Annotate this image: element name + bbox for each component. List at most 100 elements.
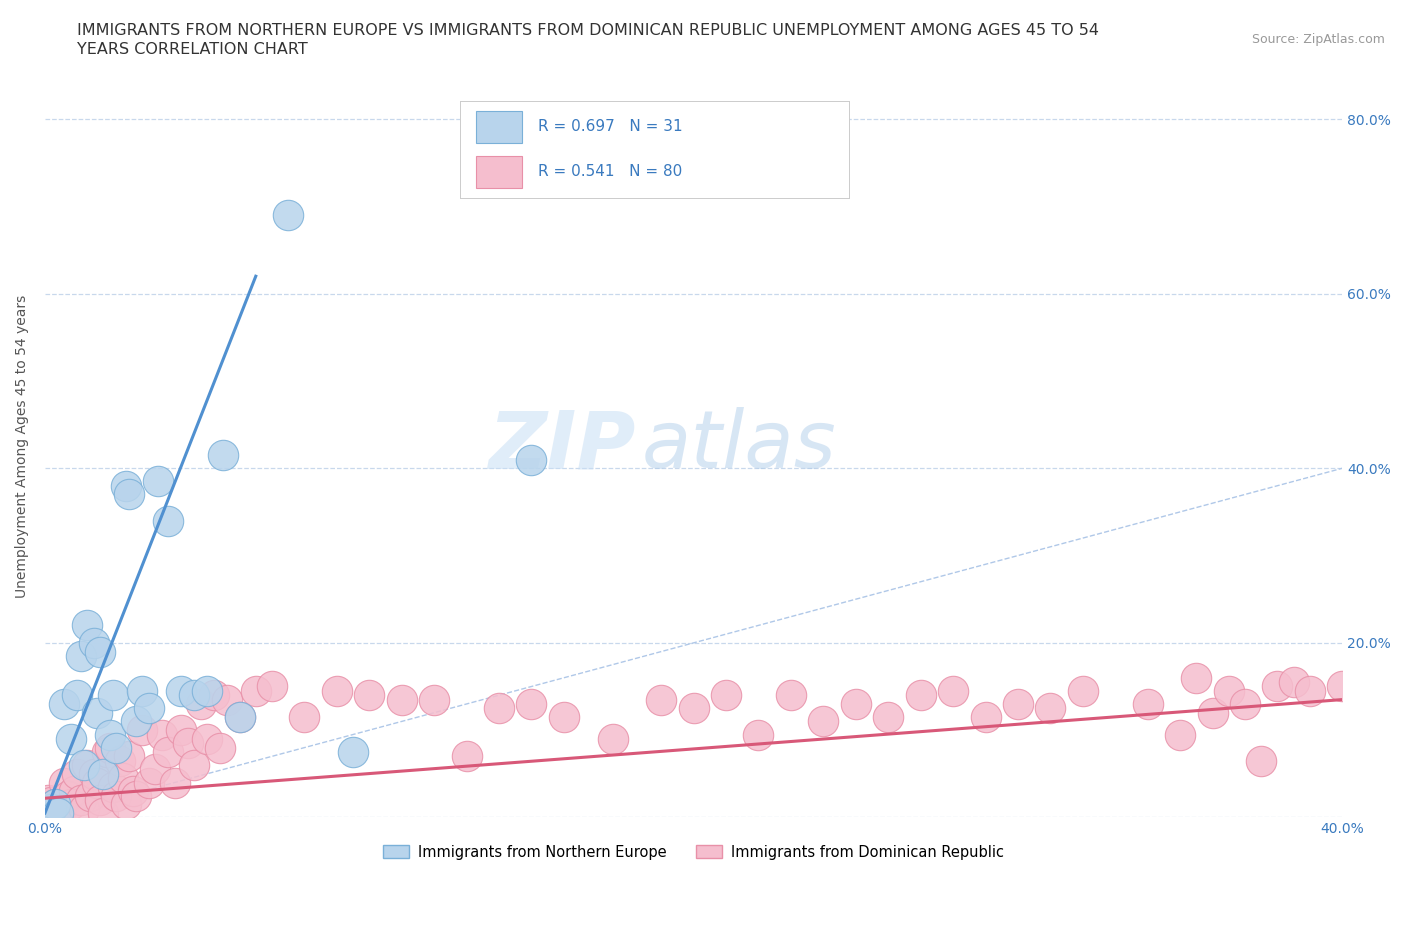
Point xyxy=(163,775,186,790)
Point xyxy=(131,723,153,737)
Point xyxy=(73,802,96,817)
Point xyxy=(93,766,115,781)
Point xyxy=(157,745,180,760)
Point xyxy=(138,775,160,790)
Point xyxy=(98,740,121,755)
Point xyxy=(41,794,63,809)
Point xyxy=(277,207,299,222)
Text: YEARS CORRELATION CHART: YEARS CORRELATION CHART xyxy=(77,42,308,57)
Point xyxy=(115,797,138,812)
Point xyxy=(66,766,89,781)
Point xyxy=(391,692,413,707)
Point xyxy=(59,731,82,746)
Point xyxy=(148,474,170,489)
Point xyxy=(76,758,98,773)
Point xyxy=(813,714,835,729)
Point xyxy=(780,688,803,703)
Point xyxy=(456,749,478,764)
Point xyxy=(118,749,141,764)
Point xyxy=(56,788,79,803)
Point xyxy=(488,701,510,716)
Point xyxy=(41,802,63,817)
Point xyxy=(76,618,98,632)
Point xyxy=(294,710,316,724)
Point xyxy=(602,731,624,746)
Point xyxy=(1331,679,1354,694)
Point xyxy=(79,788,101,803)
Point xyxy=(73,758,96,773)
Point xyxy=(53,775,76,790)
Point xyxy=(125,788,148,803)
Point xyxy=(423,692,446,707)
Point xyxy=(89,644,111,659)
Point xyxy=(228,710,250,724)
Point xyxy=(553,710,575,724)
Point xyxy=(108,753,131,768)
Point xyxy=(69,648,91,663)
Point xyxy=(115,478,138,493)
Legend: Immigrants from Northern Europe, Immigrants from Dominican Republic: Immigrants from Northern Europe, Immigra… xyxy=(377,839,1010,866)
Point xyxy=(326,684,349,698)
Point xyxy=(342,745,364,760)
Point xyxy=(176,736,198,751)
Point xyxy=(202,688,225,703)
Point xyxy=(1218,684,1240,698)
Point xyxy=(212,447,235,462)
Point xyxy=(170,723,193,737)
Point xyxy=(44,797,66,812)
Point xyxy=(111,771,134,786)
Point xyxy=(150,727,173,742)
Point xyxy=(714,688,737,703)
Point xyxy=(1185,671,1208,685)
Text: ZIP: ZIP xyxy=(488,407,636,485)
Point xyxy=(209,740,232,755)
Point xyxy=(877,710,900,724)
Point xyxy=(1250,753,1272,768)
Point xyxy=(1201,705,1223,720)
Point xyxy=(118,487,141,502)
Point xyxy=(59,797,82,812)
Point xyxy=(105,788,128,803)
Point xyxy=(359,688,381,703)
Text: IMMIGRANTS FROM NORTHERN EUROPE VS IMMIGRANTS FROM DOMINICAN REPUBLIC UNEMPLOYME: IMMIGRANTS FROM NORTHERN EUROPE VS IMMIG… xyxy=(77,23,1099,38)
Point xyxy=(942,684,965,698)
Point xyxy=(1071,684,1094,698)
Point xyxy=(228,710,250,724)
Point xyxy=(190,697,212,711)
Point xyxy=(215,692,238,707)
Point xyxy=(101,688,124,703)
Point xyxy=(44,797,66,812)
Point xyxy=(53,697,76,711)
Point xyxy=(1299,684,1322,698)
Point xyxy=(157,513,180,528)
Point xyxy=(86,705,108,720)
Point xyxy=(1233,697,1256,711)
Point xyxy=(69,792,91,807)
Point xyxy=(83,635,105,650)
Point xyxy=(96,745,118,760)
Point xyxy=(125,714,148,729)
Point xyxy=(1282,674,1305,689)
Point xyxy=(747,727,769,742)
Point xyxy=(520,697,543,711)
Point xyxy=(910,688,932,703)
Point xyxy=(138,701,160,716)
Point xyxy=(1267,679,1289,694)
Point xyxy=(183,758,205,773)
Point xyxy=(650,692,672,707)
Y-axis label: Unemployment Among Ages 45 to 54 years: Unemployment Among Ages 45 to 54 years xyxy=(15,295,30,598)
Point xyxy=(121,784,143,799)
Point xyxy=(98,727,121,742)
Point xyxy=(46,805,69,820)
Point xyxy=(245,684,267,698)
Point xyxy=(1136,697,1159,711)
Point xyxy=(974,710,997,724)
Point xyxy=(37,792,59,807)
Point xyxy=(86,775,108,790)
Point xyxy=(143,762,166,777)
Point xyxy=(183,688,205,703)
Point xyxy=(89,792,111,807)
Point xyxy=(66,688,89,703)
Point xyxy=(101,779,124,794)
Point xyxy=(170,684,193,698)
